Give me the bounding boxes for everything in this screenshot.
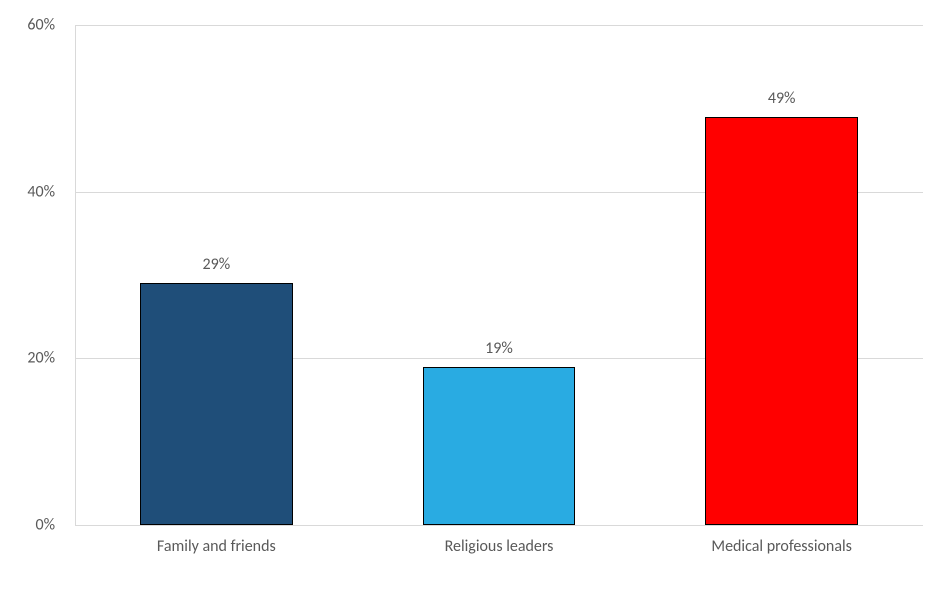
y-axis-tick-label: 0% — [0, 516, 55, 535]
bar — [705, 117, 858, 525]
y-axis-tick-label: 40% — [0, 182, 55, 201]
chart-container: 0% 20% 40% 60% 29% Family and friends 19% Relig… — [0, 0, 933, 593]
data-label: 29% — [203, 255, 231, 274]
data-label: 19% — [485, 339, 513, 358]
y-axis-tick-label: 60% — [0, 16, 55, 35]
bar — [140, 283, 293, 525]
x-axis-line — [75, 525, 923, 526]
x-axis-label: Family and friends — [157, 537, 276, 556]
y-axis-tick-label: 20% — [0, 349, 55, 368]
data-label: 49% — [768, 89, 796, 108]
x-axis-label: Religious leaders — [445, 537, 554, 556]
y-axis-line — [75, 25, 76, 525]
x-axis-label: Medical professionals — [711, 537, 852, 556]
bar — [423, 367, 576, 525]
gridline — [75, 25, 923, 26]
